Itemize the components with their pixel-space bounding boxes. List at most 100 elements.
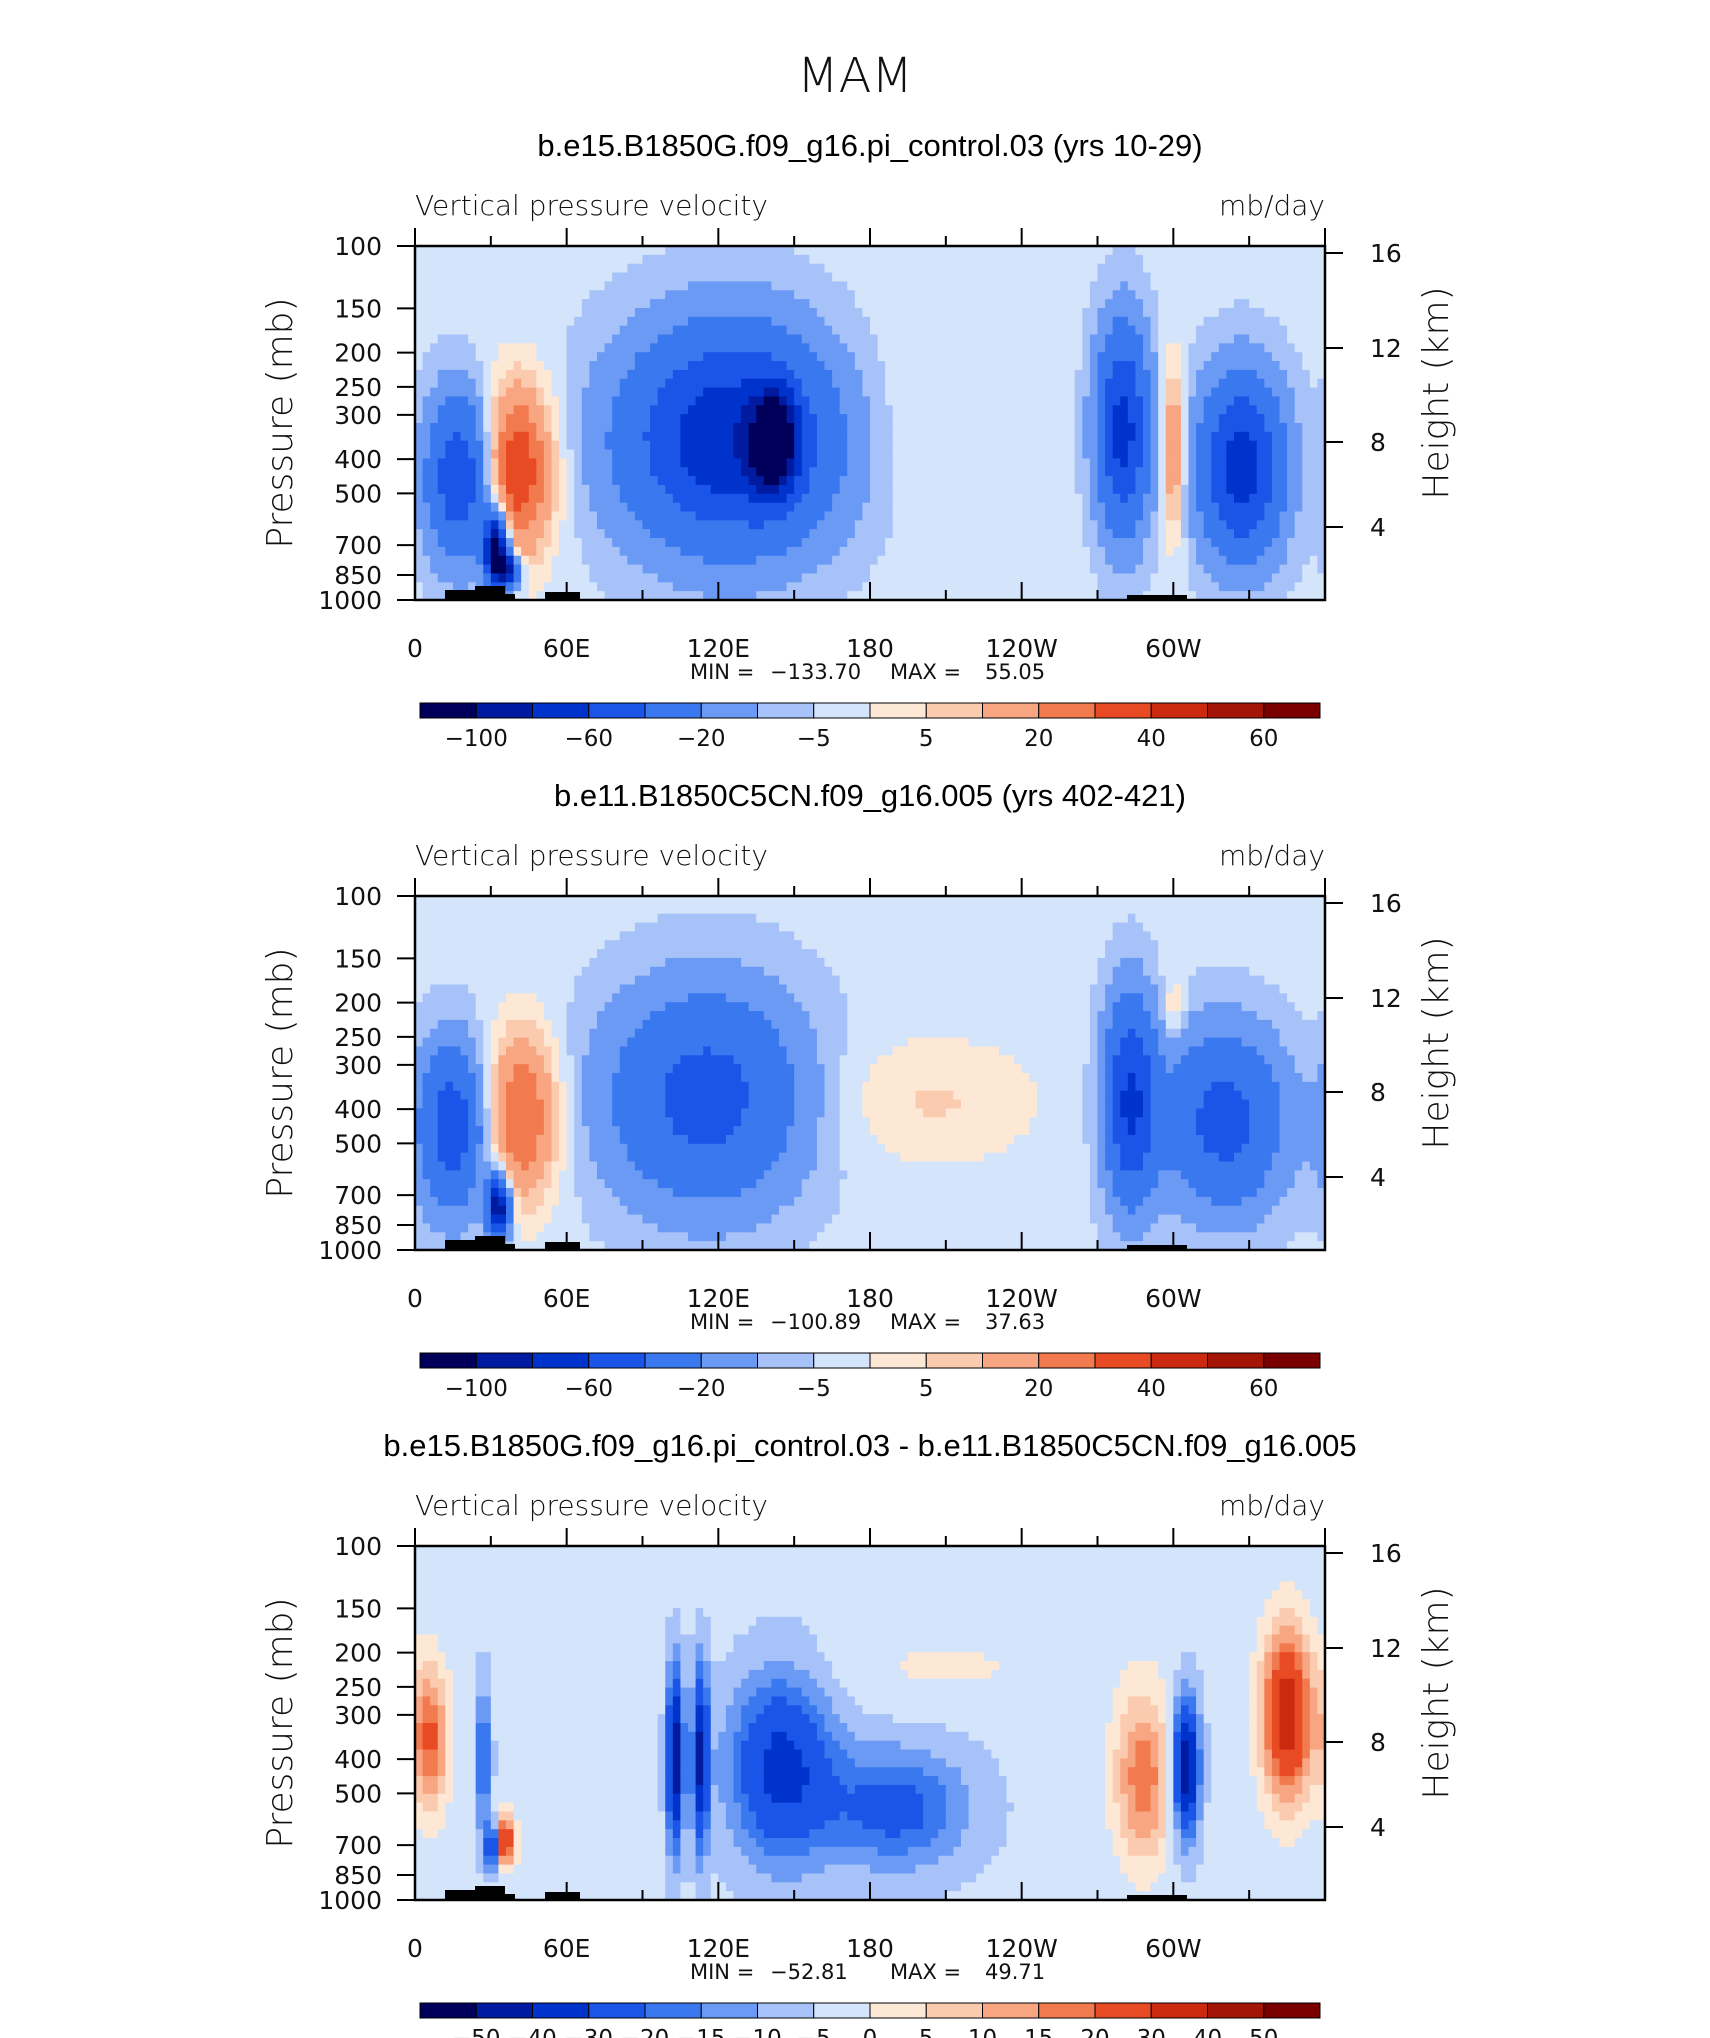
heatmap-cell: [771, 449, 780, 459]
heatmap-cell: [695, 484, 704, 495]
heatmap-cell: [1006, 369, 1015, 380]
heatmap-cell: [968, 343, 977, 353]
heatmap-cell: [688, 396, 697, 406]
heatmap-cell: [543, 573, 553, 583]
heatmap-cell: [1082, 449, 1091, 459]
heatmap-cell: [763, 511, 773, 521]
heatmap-cell: [1082, 520, 1091, 530]
heatmap-cell: [1302, 564, 1311, 575]
heatmap-cell: [756, 449, 765, 459]
heatmap-cell: [521, 352, 530, 362]
heatmap-cell: [657, 290, 666, 300]
heatmap-cell: [725, 493, 735, 504]
heatmap-cell: [536, 414, 545, 424]
heatmap-cell: [559, 484, 568, 495]
heatmap-cell: [506, 449, 515, 459]
heatmap-cell: [490, 467, 500, 477]
heatmap-cell: [794, 405, 803, 415]
heatmap-cell: [1112, 467, 1121, 477]
heatmap-cell: [1052, 520, 1061, 530]
heatmap-cell: [1196, 254, 1205, 265]
heatmap-cell: [460, 573, 469, 583]
heatmap-cell: [877, 564, 886, 575]
heatmap-cell: [718, 546, 727, 557]
heatmap-cell: [923, 316, 932, 327]
heatmap-cell: [475, 405, 484, 415]
heatmap-cell: [703, 582, 712, 592]
heatmap-cell: [1067, 290, 1076, 300]
heatmap-cell: [801, 440, 810, 451]
heatmap-cell: [513, 591, 522, 601]
heatmap-cell: [748, 511, 757, 521]
heatmap-cell: [1059, 343, 1068, 353]
heatmap-cell: [559, 263, 568, 274]
heatmap-cell: [1135, 369, 1144, 380]
heatmap-cell: [703, 546, 712, 557]
heatmap-cell: [1067, 263, 1076, 274]
heatmap-cell: [1082, 423, 1091, 433]
heatmap-cell: [642, 334, 651, 344]
heatmap-cell: [794, 361, 803, 371]
heatmap-cell: [1203, 458, 1212, 468]
heatmap-cell: [581, 573, 591, 583]
heatmap-cell: [809, 396, 818, 406]
x-tick-label: 60W: [1145, 634, 1202, 663]
heatmap-cell: [680, 502, 689, 513]
heatmap-cell: [748, 414, 757, 424]
heatmap-cell: [1089, 387, 1099, 398]
heatmap-cell: [1234, 520, 1243, 530]
heatmap-cell: [1234, 564, 1243, 575]
heatmap-cell: [513, 476, 522, 486]
heatmap-cell: [900, 520, 909, 530]
heatmap-cell: [809, 246, 818, 256]
heatmap-cell: [907, 423, 917, 433]
heatmap-cell: [597, 591, 606, 601]
heatmap-cell: [945, 272, 955, 282]
heatmap-cell: [574, 511, 583, 521]
heatmap-cell: [733, 896, 742, 906]
heatmap-cell: [998, 493, 1008, 504]
heatmap-cell: [1317, 458, 1326, 468]
heatmap-cell: [1135, 564, 1144, 575]
heatmap-cell: [741, 272, 750, 282]
heatmap-cell: [680, 263, 689, 274]
heatmap-cell: [1082, 414, 1091, 424]
heatmap-cell: [1165, 449, 1174, 459]
heatmap-cell: [536, 520, 545, 530]
heatmap-cell: [1309, 254, 1319, 265]
heatmap-cell: [1317, 564, 1326, 575]
heatmap-cell: [1317, 520, 1326, 530]
heatmap-cell: [892, 458, 901, 468]
heatmap-cell: [1044, 564, 1053, 575]
heatmap-cell: [1294, 378, 1303, 389]
heatmap-cell: [1241, 369, 1250, 380]
heatmap-cell: [1294, 476, 1303, 486]
heatmap-cell: [991, 440, 1000, 451]
heatmap-cell: [1036, 405, 1046, 415]
heatmap-cell: [763, 272, 773, 282]
heatmap-cell: [703, 467, 712, 477]
heatmap-cell: [460, 307, 469, 318]
heatmap-cell: [604, 555, 613, 566]
heatmap-cell: [1196, 573, 1205, 583]
heatmap-cell: [513, 573, 522, 583]
heatmap-cell: [612, 467, 621, 477]
heatmap-cell: [536, 378, 545, 389]
heatmap-cell: [1082, 369, 1091, 380]
heatmap-cell: [506, 272, 515, 282]
heatmap-cell: [1089, 538, 1099, 548]
heatmap-cell: [1097, 405, 1106, 415]
heatmap-cell: [551, 449, 560, 459]
heatmap-cell: [475, 290, 484, 300]
heatmap-cell: [422, 591, 431, 601]
heatmap-cell: [862, 591, 871, 601]
panel-2: b.e11.B1850C5CN.f09_g16.005 (yrs 402-421…: [260, 778, 1457, 1402]
heatmap-cell: [422, 431, 431, 442]
heatmap-cell: [490, 476, 500, 486]
heatmap-cell: [543, 307, 553, 318]
heatmap-cell: [506, 582, 515, 592]
heatmap-cell: [763, 493, 773, 504]
heatmap-cell: [452, 290, 462, 300]
heatmap-cell: [733, 431, 742, 442]
heatmap-cell: [695, 316, 704, 327]
